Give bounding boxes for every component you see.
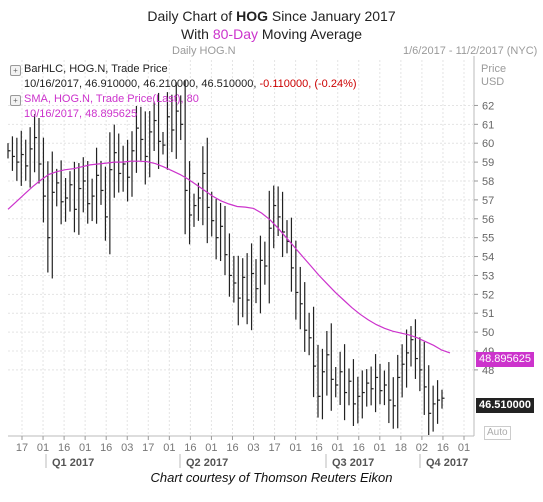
legend-price-change: -0.110000, (-0.24%) (259, 78, 357, 90)
x-tick-label: 01 (289, 442, 301, 454)
title2-highlight: 80-Day (212, 26, 258, 42)
y-tick-label: 58 (482, 176, 494, 188)
y-tick-label: 57 (482, 195, 494, 207)
y-tick-label: 61 (482, 119, 494, 131)
legend-toggle-icon[interactable]: + (10, 95, 21, 106)
x-tick-label: 16 (58, 442, 70, 454)
legend-price[interactable]: + BarHLC, HOG.N, Trade Price (10, 63, 168, 76)
legend-sma-label: SMA, HOG.N, Trade Price(Last), 80 (24, 93, 199, 105)
legend-price-ohlc: 10/16/2017, 46.910000, 46.210000, 46.510… (24, 78, 260, 90)
x-tick-label: 01 (332, 442, 344, 454)
x-tick-label: 01 (205, 442, 217, 454)
sma-line (7, 160, 451, 354)
quarter-label: Q4 2017 (426, 457, 468, 469)
x-tick-label: 16 (100, 442, 112, 454)
x-tick-label: 17 (142, 442, 154, 454)
y-tick-label: 59 (482, 157, 494, 169)
quarter-label: Q1 2017 (52, 457, 94, 469)
last-price-tag: 46.510000 (476, 398, 534, 413)
auto-scale-button[interactable]: Auto (484, 426, 511, 440)
x-tick-label: 16 (437, 442, 449, 454)
x-tick-label: 16 (184, 442, 196, 454)
legend-toggle-icon[interactable]: + (10, 65, 21, 76)
quarter-label: Q2 2017 (186, 457, 228, 469)
y-axis-title: Price USD (481, 63, 506, 89)
title-suffix: Since January 2017 (267, 8, 396, 24)
y-axis-title-line2: USD (481, 76, 505, 88)
title-prefix: Daily Chart of (147, 8, 237, 24)
legend-sma-values: 10/16/2017, 48.895625 (24, 108, 138, 120)
y-tick-label: 48 (482, 365, 494, 377)
x-tick-label: 16 (311, 442, 323, 454)
x-tick-label: 18 (395, 442, 407, 454)
quarter-label: Q3 2017 (332, 457, 374, 469)
y-tick-label: 51 (482, 308, 494, 320)
x-tick-label: 17 (16, 442, 28, 454)
title2-suffix: Moving Average (258, 26, 363, 42)
y-tick-label: 55 (482, 233, 494, 245)
y-tick-label: 56 (482, 214, 494, 226)
x-tick-label: 01 (163, 442, 175, 454)
x-tick-label: 16 (226, 442, 238, 454)
legend-sma[interactable]: + SMA, HOG.N, Trade Price(Last), 80 (10, 93, 199, 106)
y-tick-label: 62 (482, 100, 494, 112)
legend-price-values: 10/16/2017, 46.910000, 46.210000, 46.510… (24, 78, 357, 91)
x-tick-label: 01 (79, 442, 91, 454)
y-tick-label: 54 (482, 252, 494, 264)
x-tick-label: 01 (37, 442, 49, 454)
y-tick-label: 60 (482, 138, 494, 150)
title2-prefix: With (180, 26, 213, 42)
sma-value-tag: 48.895625 (476, 352, 534, 367)
y-axis-title-line1: Price (481, 63, 507, 75)
legend-price-label: BarHLC, HOG.N, Trade Price (24, 63, 168, 75)
y-tick-label: 53 (482, 270, 494, 282)
chart-header-daterange: 1/6/2017 - 11/2/2017 (NYC) (403, 45, 538, 57)
x-tick-label: 17 (268, 442, 280, 454)
x-tick-label: 03 (121, 442, 133, 454)
x-tick-label: 16 (353, 442, 365, 454)
title-ticker: HOG (236, 8, 268, 24)
x-tick-label: 01 (458, 442, 470, 454)
x-tick-label: 02 (416, 442, 428, 454)
y-tick-label: 52 (482, 289, 494, 301)
chart-title-line1: Daily Chart of HOG Since January 2017 (0, 8, 543, 24)
chart-credit: Chart courtesy of Thomson Reuters Eikon (150, 470, 393, 485)
chart-title-line2: With 80-Day Moving Average (0, 26, 543, 42)
chart-header-symbol: Daily HOG.N (172, 45, 236, 57)
x-tick-label: 03 (247, 442, 259, 454)
x-tick-label: 01 (374, 442, 386, 454)
y-tick-label: 50 (482, 327, 494, 339)
